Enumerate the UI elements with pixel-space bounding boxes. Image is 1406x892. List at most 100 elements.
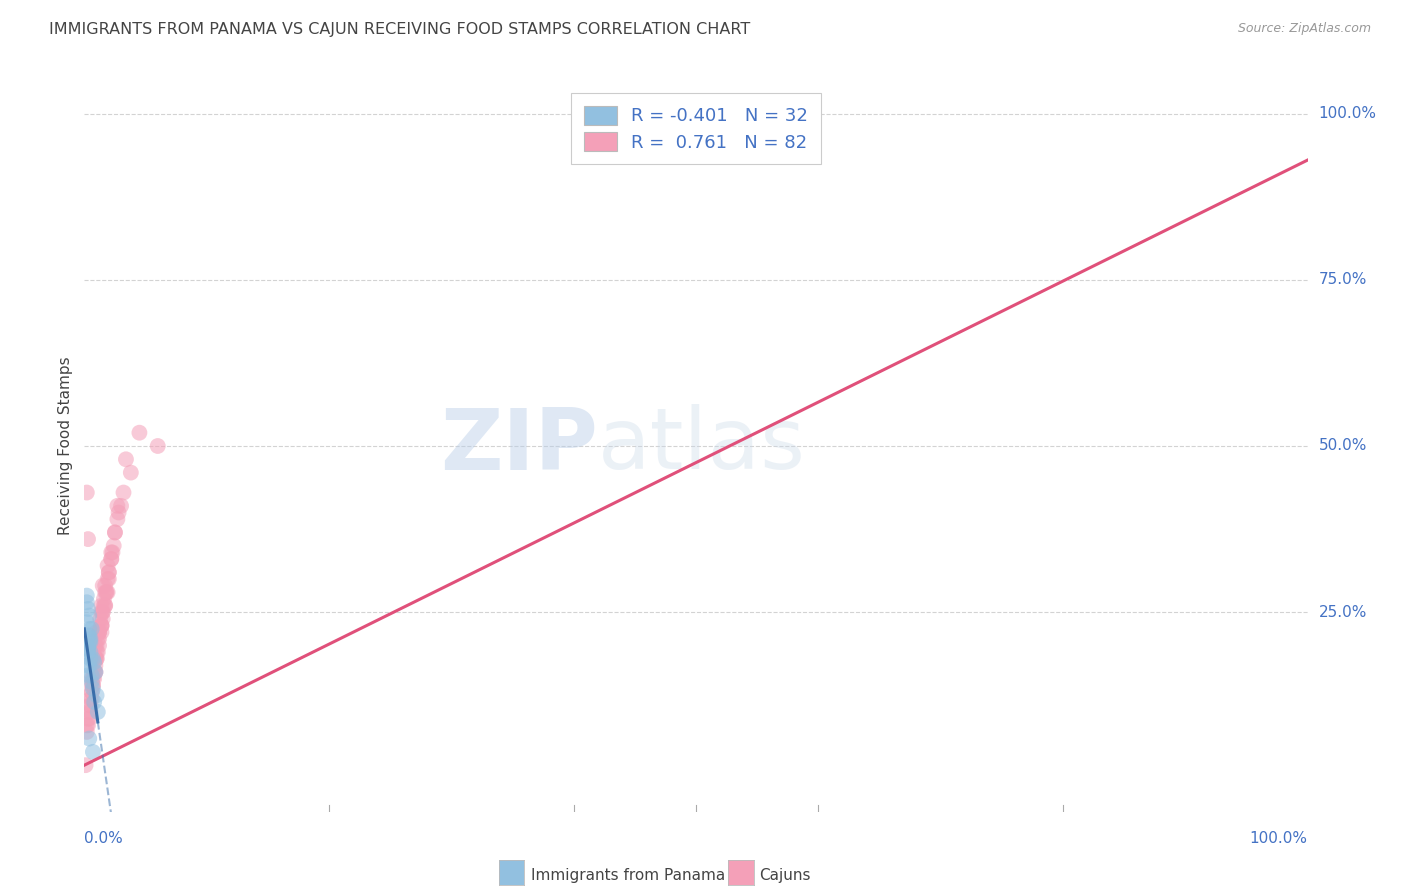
Point — [82, 681, 104, 696]
Point — [77, 622, 100, 636]
Point — [91, 605, 114, 619]
Point — [79, 698, 101, 713]
Point — [96, 585, 118, 599]
Point — [93, 599, 115, 613]
Point — [90, 618, 112, 632]
Point — [100, 552, 122, 566]
Point — [110, 499, 132, 513]
Point — [91, 612, 114, 626]
Point — [82, 678, 104, 692]
Text: ZIP: ZIP — [440, 404, 598, 488]
Point — [84, 665, 107, 679]
Point — [82, 672, 104, 686]
Point — [77, 731, 100, 746]
Point — [94, 599, 117, 613]
Point — [84, 665, 107, 679]
Point — [79, 705, 101, 719]
Point — [77, 532, 100, 546]
Point — [77, 718, 100, 732]
Text: Cajuns: Cajuns — [759, 869, 811, 883]
Point — [91, 579, 114, 593]
Point — [76, 595, 98, 609]
Point — [103, 539, 125, 553]
Point — [107, 506, 129, 520]
Point — [146, 439, 169, 453]
Point — [77, 705, 100, 719]
Point — [97, 572, 120, 586]
Text: 0.0%: 0.0% — [84, 831, 124, 847]
Point — [76, 718, 98, 732]
Point — [80, 685, 103, 699]
Point — [104, 525, 127, 540]
Point — [97, 566, 120, 580]
Point — [87, 639, 110, 653]
Point — [128, 425, 150, 440]
Point — [77, 628, 100, 642]
Point — [80, 678, 103, 692]
Legend: R = -0.401   N = 32, R =  0.761   N = 82: R = -0.401 N = 32, R = 0.761 N = 82 — [571, 93, 821, 164]
Point — [83, 672, 105, 686]
Point — [77, 602, 100, 616]
Point — [104, 525, 127, 540]
Text: Source: ZipAtlas.com: Source: ZipAtlas.com — [1237, 22, 1371, 36]
Point — [76, 725, 98, 739]
Point — [87, 645, 110, 659]
Point — [87, 625, 110, 640]
Point — [87, 625, 110, 640]
Point — [80, 672, 103, 686]
Point — [100, 545, 122, 559]
Point — [100, 552, 122, 566]
Point — [87, 705, 110, 719]
Point — [77, 608, 100, 623]
Point — [90, 618, 112, 632]
Point — [90, 605, 112, 619]
Point — [86, 625, 108, 640]
Point — [82, 745, 104, 759]
Point — [77, 712, 100, 726]
Point — [79, 635, 101, 649]
Point — [87, 632, 110, 646]
Point — [86, 639, 108, 653]
Point — [79, 691, 101, 706]
Point — [79, 652, 101, 666]
Text: atlas: atlas — [598, 404, 806, 488]
Point — [80, 668, 103, 682]
Point — [105, 499, 128, 513]
Point — [94, 579, 117, 593]
Point — [94, 585, 117, 599]
Text: 25.0%: 25.0% — [1319, 605, 1367, 620]
Point — [84, 639, 107, 653]
Point — [83, 655, 105, 669]
Point — [93, 591, 115, 606]
Point — [97, 558, 120, 573]
Point — [84, 665, 107, 679]
Point — [87, 625, 110, 640]
Point — [90, 599, 112, 613]
Point — [76, 485, 98, 500]
Point — [87, 632, 110, 646]
Point — [77, 712, 100, 726]
Point — [86, 645, 108, 659]
Point — [97, 585, 120, 599]
Point — [84, 652, 107, 666]
Point — [76, 658, 98, 673]
Point — [75, 758, 97, 772]
Point — [89, 612, 111, 626]
Point — [82, 652, 104, 666]
Point — [97, 566, 120, 580]
Point — [80, 622, 103, 636]
Point — [120, 466, 142, 480]
Text: Immigrants from Panama: Immigrants from Panama — [531, 869, 725, 883]
Point — [79, 645, 101, 659]
Point — [80, 691, 103, 706]
Point — [77, 635, 100, 649]
Text: 100.0%: 100.0% — [1319, 106, 1376, 121]
Point — [91, 605, 114, 619]
Point — [94, 599, 117, 613]
Point — [105, 512, 128, 526]
Point — [112, 485, 135, 500]
Point — [77, 698, 100, 713]
Text: IMMIGRANTS FROM PANAMA VS CAJUN RECEIVING FOOD STAMPS CORRELATION CHART: IMMIGRANTS FROM PANAMA VS CAJUN RECEIVIN… — [49, 22, 751, 37]
Point — [90, 618, 112, 632]
Point — [77, 668, 100, 682]
